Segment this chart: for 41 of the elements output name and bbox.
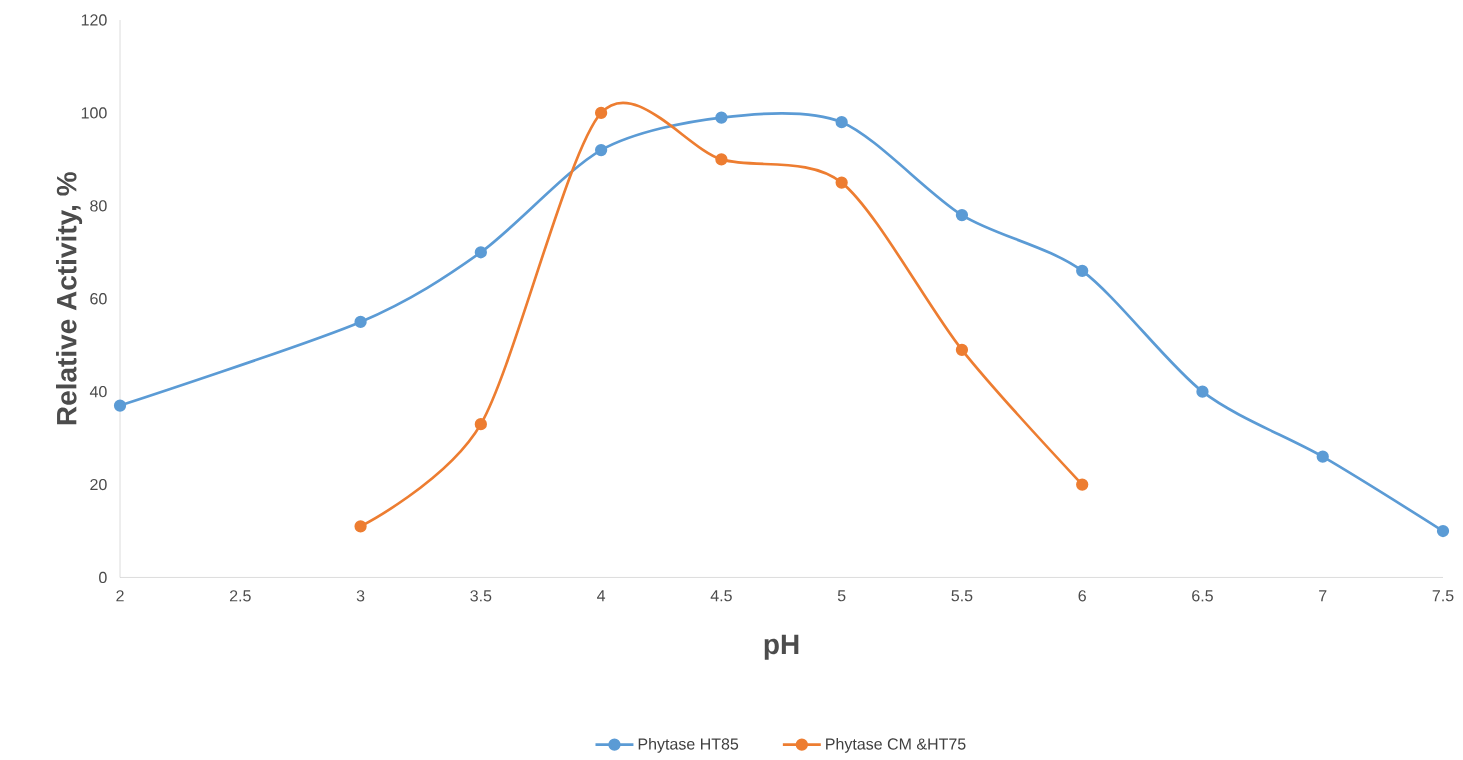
y-axis-title: Relative Activity, % — [56, 172, 83, 425]
x-tick-label: 6.5 — [1192, 590, 1213, 602]
x-tick-label: 4 — [597, 590, 606, 602]
point — [1436, 524, 1450, 538]
y-tick-label: 20 — [90, 478, 107, 491]
x-tick-label: 5 — [837, 590, 846, 602]
point — [474, 417, 487, 431]
point — [835, 115, 848, 129]
point — [113, 399, 127, 412]
x-tick-label: 3 — [356, 590, 365, 602]
point — [354, 520, 367, 533]
legend-label: Phytase CM &HT75 — [826, 737, 966, 753]
x-tick-label: 7.5 — [1432, 590, 1454, 602]
point — [835, 176, 848, 189]
y-tick-label: 40 — [89, 385, 107, 398]
y-tick-label: 80 — [90, 200, 107, 212]
x-tick-label: 4.5 — [710, 590, 732, 602]
x-tick-label: 6 — [1078, 590, 1086, 602]
x-axis-title: pH — [764, 634, 799, 660]
point — [955, 208, 969, 222]
point — [715, 111, 728, 124]
point — [474, 246, 487, 259]
point — [1196, 385, 1209, 398]
y-tick-label: 100 — [81, 107, 107, 119]
point — [715, 153, 728, 166]
x-tick-label: 3.5 — [470, 590, 492, 602]
point — [594, 143, 608, 157]
point — [1076, 264, 1089, 277]
y-tick-label: 0 — [99, 571, 107, 584]
x-tick-label: 7 — [1319, 590, 1327, 602]
legend-label: Phytase HT85 — [638, 737, 739, 753]
point — [955, 343, 969, 356]
point — [1076, 478, 1089, 491]
y-tick-label: 60 — [90, 292, 107, 305]
point — [1316, 450, 1329, 463]
x-tick-label: 2.5 — [229, 590, 251, 602]
point — [354, 315, 367, 329]
x-tick-label: 2 — [116, 590, 124, 602]
x-tick-label: 5.5 — [951, 590, 973, 602]
y-tick-label: 120 — [81, 14, 107, 26]
point — [594, 106, 608, 119]
